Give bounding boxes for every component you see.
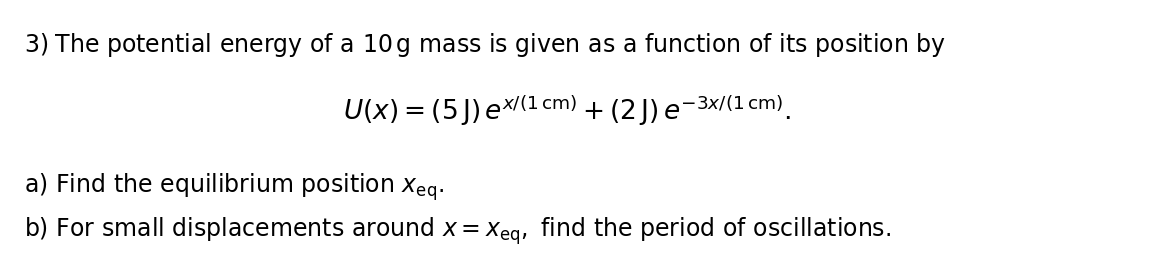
Text: $3)$$\;\mathrm{The\ potential\ energy\ of\ a\ }10\,\mathrm{g\ mass\ is\ given\ a: $3)$$\;\mathrm{The\ potential\ energy\ o… — [25, 30, 946, 59]
Text: $\mathrm{a)\ Find\ the\ equilibrium\ position\ }x_{\mathrm{eq}}\mathrm{.}$: $\mathrm{a)\ Find\ the\ equilibrium\ pos… — [25, 171, 444, 203]
Text: $U(x) = (5\,\mathrm{J})\,e^{x/(1\,\mathrm{cm})} + (2\,\mathrm{J})\,e^{-3x/(1\,\m: $U(x) = (5\,\mathrm{J})\,e^{x/(1\,\mathr… — [342, 94, 791, 128]
Text: $\mathrm{b)\ For\ small\ displacements\ around\ }x = x_{\mathrm{eq}}\mathrm{,\ f: $\mathrm{b)\ For\ small\ displacements\ … — [25, 215, 891, 247]
